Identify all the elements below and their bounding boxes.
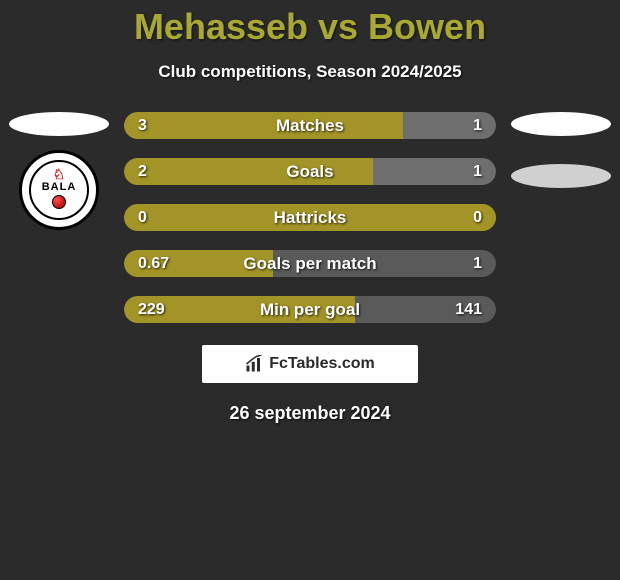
stat-right-value: 1 xyxy=(473,163,482,181)
stat-label: Hattricks xyxy=(124,208,496,228)
dragon-icon: ♘ xyxy=(53,166,66,183)
left-club-crest: ♘ BALA xyxy=(19,150,99,230)
stat-label: Goals per match xyxy=(124,254,496,274)
page-subtitle: Club competitions, Season 2024/2025 xyxy=(0,62,620,82)
stat-row: 3Matches1 xyxy=(124,112,496,139)
attribution-badge[interactable]: FcTables.com xyxy=(202,345,418,383)
stat-row: 229Min per goal141 xyxy=(124,296,496,323)
attribution-text: FcTables.com xyxy=(269,355,375,373)
crest-inner: ♘ BALA xyxy=(29,160,89,220)
stat-label: Matches xyxy=(124,116,496,136)
stat-right-value: 0 xyxy=(473,209,482,227)
stats-bars: 3Matches1 2Goals1 0Hattricks0 0.67Goals per… xyxy=(114,112,506,323)
chart-icon xyxy=(245,355,263,373)
stat-label: Min per goal xyxy=(124,300,496,320)
stat-right-value: 1 xyxy=(473,117,482,135)
stat-row: 2Goals1 xyxy=(124,158,496,185)
ball-icon xyxy=(52,195,66,209)
stat-right-value: 1 xyxy=(473,255,482,273)
right-club-placeholder xyxy=(511,164,611,188)
left-player-placeholder xyxy=(9,112,109,136)
stat-label: Goals xyxy=(124,162,496,182)
page-title: Mehasseb vs Bowen xyxy=(0,0,620,48)
comparison-content: ♘ BALA 3Matches1 2Goals1 0Hattricks0 0.67Go… xyxy=(0,112,620,323)
right-player-placeholder xyxy=(511,112,611,136)
right-player-column xyxy=(506,112,616,323)
stat-row: 0.67Goals per match1 xyxy=(124,250,496,277)
left-player-column: ♘ BALA xyxy=(4,112,114,323)
stat-row: 0Hattricks0 xyxy=(124,204,496,231)
date-label: 26 september 2024 xyxy=(0,403,620,424)
stat-right-value: 141 xyxy=(455,301,482,319)
